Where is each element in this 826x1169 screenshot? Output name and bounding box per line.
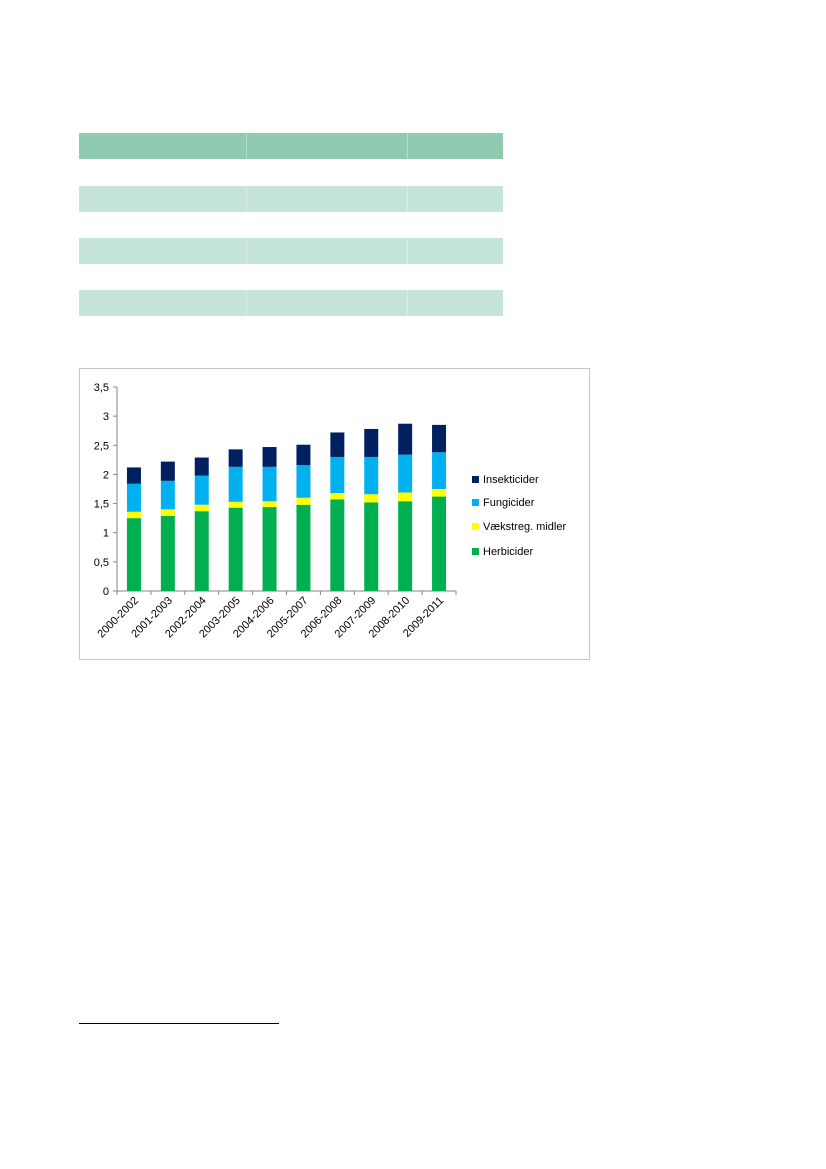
bar-segment <box>296 497 311 505</box>
y-tick-label: 1,5 <box>94 499 109 511</box>
table-cell <box>408 133 503 159</box>
bar-segment <box>228 449 243 467</box>
bar-segment <box>432 452 447 489</box>
table-cell <box>247 290 408 316</box>
table-cell <box>79 133 247 159</box>
y-tick-label: 0,5 <box>94 557 109 569</box>
legend-swatch <box>472 523 479 530</box>
legend-label: Vækstreg. midler <box>483 521 566 533</box>
legend-label: Fungicider <box>483 497 535 509</box>
bar-segment <box>398 492 413 502</box>
bar-segment <box>364 502 379 591</box>
bar-segment <box>126 467 141 484</box>
bar-segment <box>330 432 345 457</box>
bar-segment <box>194 504 209 512</box>
table-cell <box>247 186 408 212</box>
legend-label: Insekticider <box>483 474 539 486</box>
y-tick-label: 1 <box>103 528 109 540</box>
y-tick-label: 2 <box>103 469 109 481</box>
legend-swatch <box>472 476 479 483</box>
legend-swatch <box>472 548 479 555</box>
bar-segment <box>262 466 277 502</box>
table-cell <box>247 238 408 264</box>
table-cell <box>408 238 503 264</box>
bar-segment <box>432 496 447 591</box>
bar-segment <box>262 447 277 467</box>
bar-segment <box>330 499 345 591</box>
bar-segment <box>398 423 413 455</box>
y-tick-label: 3,5 <box>94 382 109 394</box>
bar-segment <box>432 424 447 453</box>
table-cell <box>408 186 503 212</box>
bar-segment <box>262 501 277 508</box>
bar-segment <box>160 509 175 516</box>
bar-segment <box>432 489 447 497</box>
bar-segment <box>126 518 141 591</box>
bar-segment <box>398 454 413 493</box>
footnote-separator <box>79 1023 279 1024</box>
table-row <box>79 238 503 264</box>
bar-segment <box>126 511 141 519</box>
bar-segment <box>364 428 379 457</box>
table-cell <box>79 290 247 316</box>
bar-segment <box>296 504 311 591</box>
bar-segment <box>160 480 175 510</box>
table-row <box>79 186 503 212</box>
table-header-row <box>79 133 503 159</box>
legend-label: Herbicider <box>483 546 533 558</box>
bar-segment <box>398 501 413 591</box>
y-tick-label: 0 <box>103 586 109 598</box>
table-cell <box>79 238 247 264</box>
table-row <box>79 290 503 316</box>
y-tick-label: 2,5 <box>94 440 109 452</box>
legend-swatch <box>472 499 479 506</box>
bar-segment <box>160 515 175 591</box>
table-cell <box>247 133 408 159</box>
bar-segment <box>330 493 345 500</box>
table-cell <box>79 186 247 212</box>
bar-segment <box>364 456 379 495</box>
bar-segment <box>228 507 243 591</box>
bar-segment <box>228 466 243 502</box>
bar-segment <box>296 465 311 498</box>
bar-segment <box>330 456 345 494</box>
y-tick-label: 3 <box>103 411 109 423</box>
chart-svg: 00,511,522,533,52000-20022001-20032002-2… <box>94 382 567 640</box>
bar-segment <box>262 507 277 591</box>
bar-segment <box>194 475 209 505</box>
bar-segment <box>194 511 209 591</box>
bar-segment <box>160 461 175 481</box>
bar-segment <box>364 494 379 503</box>
table-cell <box>408 290 503 316</box>
bar-segment <box>194 457 209 476</box>
bar-segment <box>296 444 311 466</box>
bar-segment <box>228 501 243 508</box>
stacked-bar-chart: 0 0,5 1 1,5 2 2,5 3 3,5 2000-2002 2001-2003 2002-2… <box>79 368 590 660</box>
bar-segment <box>126 483 141 512</box>
